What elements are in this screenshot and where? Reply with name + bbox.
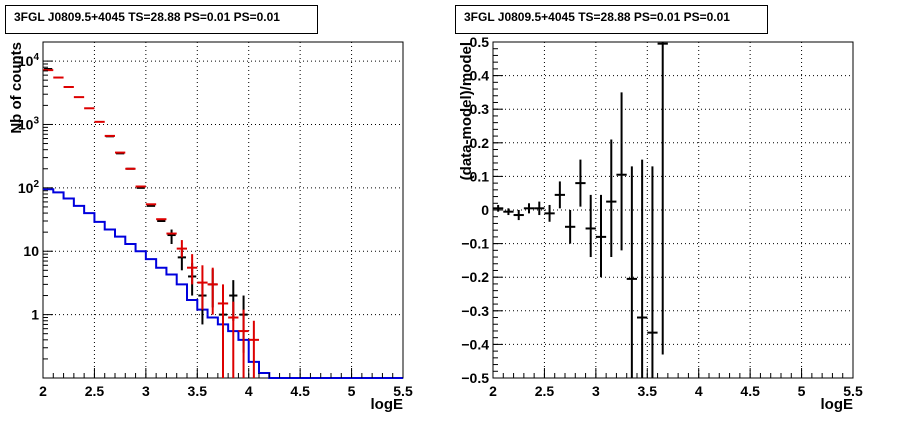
right-y-tick-label: −0.1: [461, 236, 489, 252]
right-y-tick-label: −0.5: [461, 370, 489, 386]
left-xlabel: logE: [371, 396, 404, 413]
chart-title-left: 3FGL J0809.5+4045 TS=28.88 PS=0.01 PS=0.…: [5, 5, 318, 34]
left-x-tick-label: 3: [142, 383, 150, 399]
right-y-tick-label: −0.3: [461, 303, 489, 319]
left-x-tick-label: 2.5: [85, 383, 105, 399]
right-y-tick-label: −0.2: [461, 269, 489, 285]
right-x-tick-label: 4.5: [740, 383, 760, 399]
right-x-tick-label: 3: [592, 383, 600, 399]
left-ylabel: Nb of counts: [8, 42, 25, 134]
chart-title-right: 3FGL J0809.5+4045 TS=28.88 PS=0.01 PS=0.…: [455, 5, 768, 34]
right-y-tick-label: −0.4: [461, 336, 489, 352]
left-x-tick-label: 4: [245, 383, 253, 399]
right-y-tick-label: 0.5: [470, 34, 490, 50]
right-x-tick-label: 2.5: [535, 383, 555, 399]
left-y-tick-label: 10: [23, 243, 39, 259]
left-y-tick-label: 102: [18, 179, 40, 196]
left-y-tick-label: 1: [31, 307, 39, 323]
right-ylabel: (data-model)/model: [458, 42, 475, 180]
right-xlabel: logE: [821, 396, 854, 413]
left-x-tick-label: 4.5: [290, 383, 310, 399]
right-x-tick-label: 4: [695, 383, 703, 399]
left-marks: [43, 67, 403, 379]
right-y-tick-label: 0: [481, 202, 489, 218]
right-y-tick-label: 0.1: [470, 168, 490, 184]
right-x-tick-label: 3.5: [638, 383, 658, 399]
right-grid: [493, 42, 853, 378]
right-y-tick-label: 0.3: [470, 101, 490, 117]
background-histogram: [43, 188, 403, 379]
left-x-tick-label: 5.5: [393, 383, 413, 399]
right-y-tick-label: 0.4: [470, 68, 490, 84]
left-x-tick-label: 2: [39, 383, 47, 399]
right-x-tick-label: 2: [489, 383, 497, 399]
right-axes: 2 2.5 3 3.5 4 4.5 5 5.5 −0.5 −0.4 −0.3 −0.2 −0.1 0 0.1…: [461, 34, 863, 399]
right-x-tick-label: 5: [798, 383, 806, 399]
left-x-tick-label: 3.5: [188, 383, 208, 399]
left-x-tick-label: 5: [348, 383, 356, 399]
right-y-tick-label: 0.2: [470, 135, 490, 151]
left-grid: [43, 42, 403, 378]
right-marks: [493, 42, 668, 378]
right-x-tick-label: 5.5: [843, 383, 863, 399]
